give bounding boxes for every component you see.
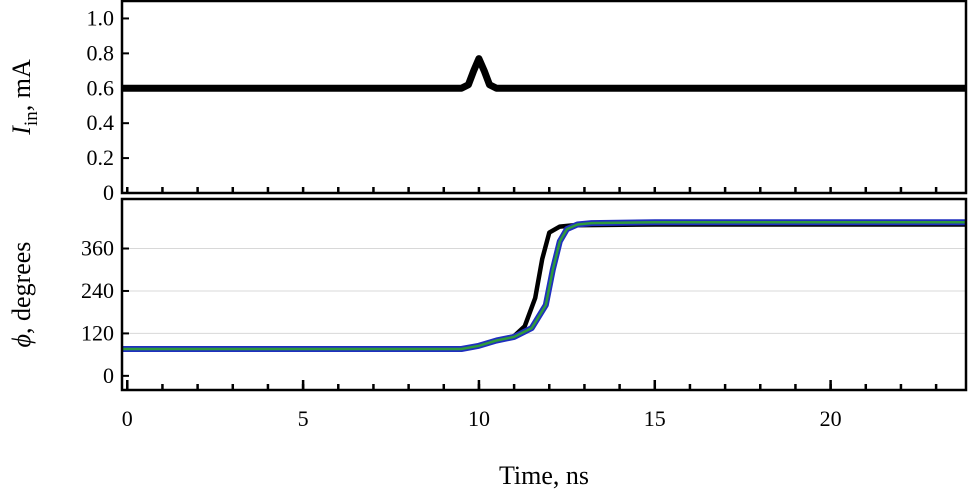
data-line [122,221,966,351]
y-tick-label: 0 [103,180,114,205]
y-axis-label: ϕ, degrees [7,242,36,348]
x-tick-label: 15 [644,406,666,431]
y-label-unit: , mA [7,59,36,111]
y-label-symbol: I [7,125,36,136]
x-tick-label: 0 [122,406,133,431]
y-label-unit: , degrees [7,242,36,334]
plot-frame [120,0,968,195]
y-tick-label: 0.4 [87,110,115,135]
data-line [122,55,966,92]
y-tick-label: 240 [81,278,114,303]
data-line [122,222,966,352]
x-axis-label: Time, ns [499,461,589,490]
x-tick-label: 5 [298,406,309,431]
y-tick-label: 1.0 [87,5,115,30]
y-tick-label: 0 [103,363,114,388]
y-label-symbol: ϕ [7,334,36,347]
y-tick-label: 120 [81,320,114,345]
y-tick-label: 0.2 [87,145,115,170]
data-line [122,219,966,352]
x-tick-label: 10 [468,406,490,431]
y-axis-label: Iin, mA [7,59,42,136]
y-tick-label: 360 [81,236,114,261]
plot-frame [120,197,968,392]
x-tick-label: 20 [820,406,842,431]
y-label-subscript: in [21,111,42,126]
y-tick-label: 0.6 [87,75,115,100]
y-tick-label: 0.8 [87,40,115,65]
